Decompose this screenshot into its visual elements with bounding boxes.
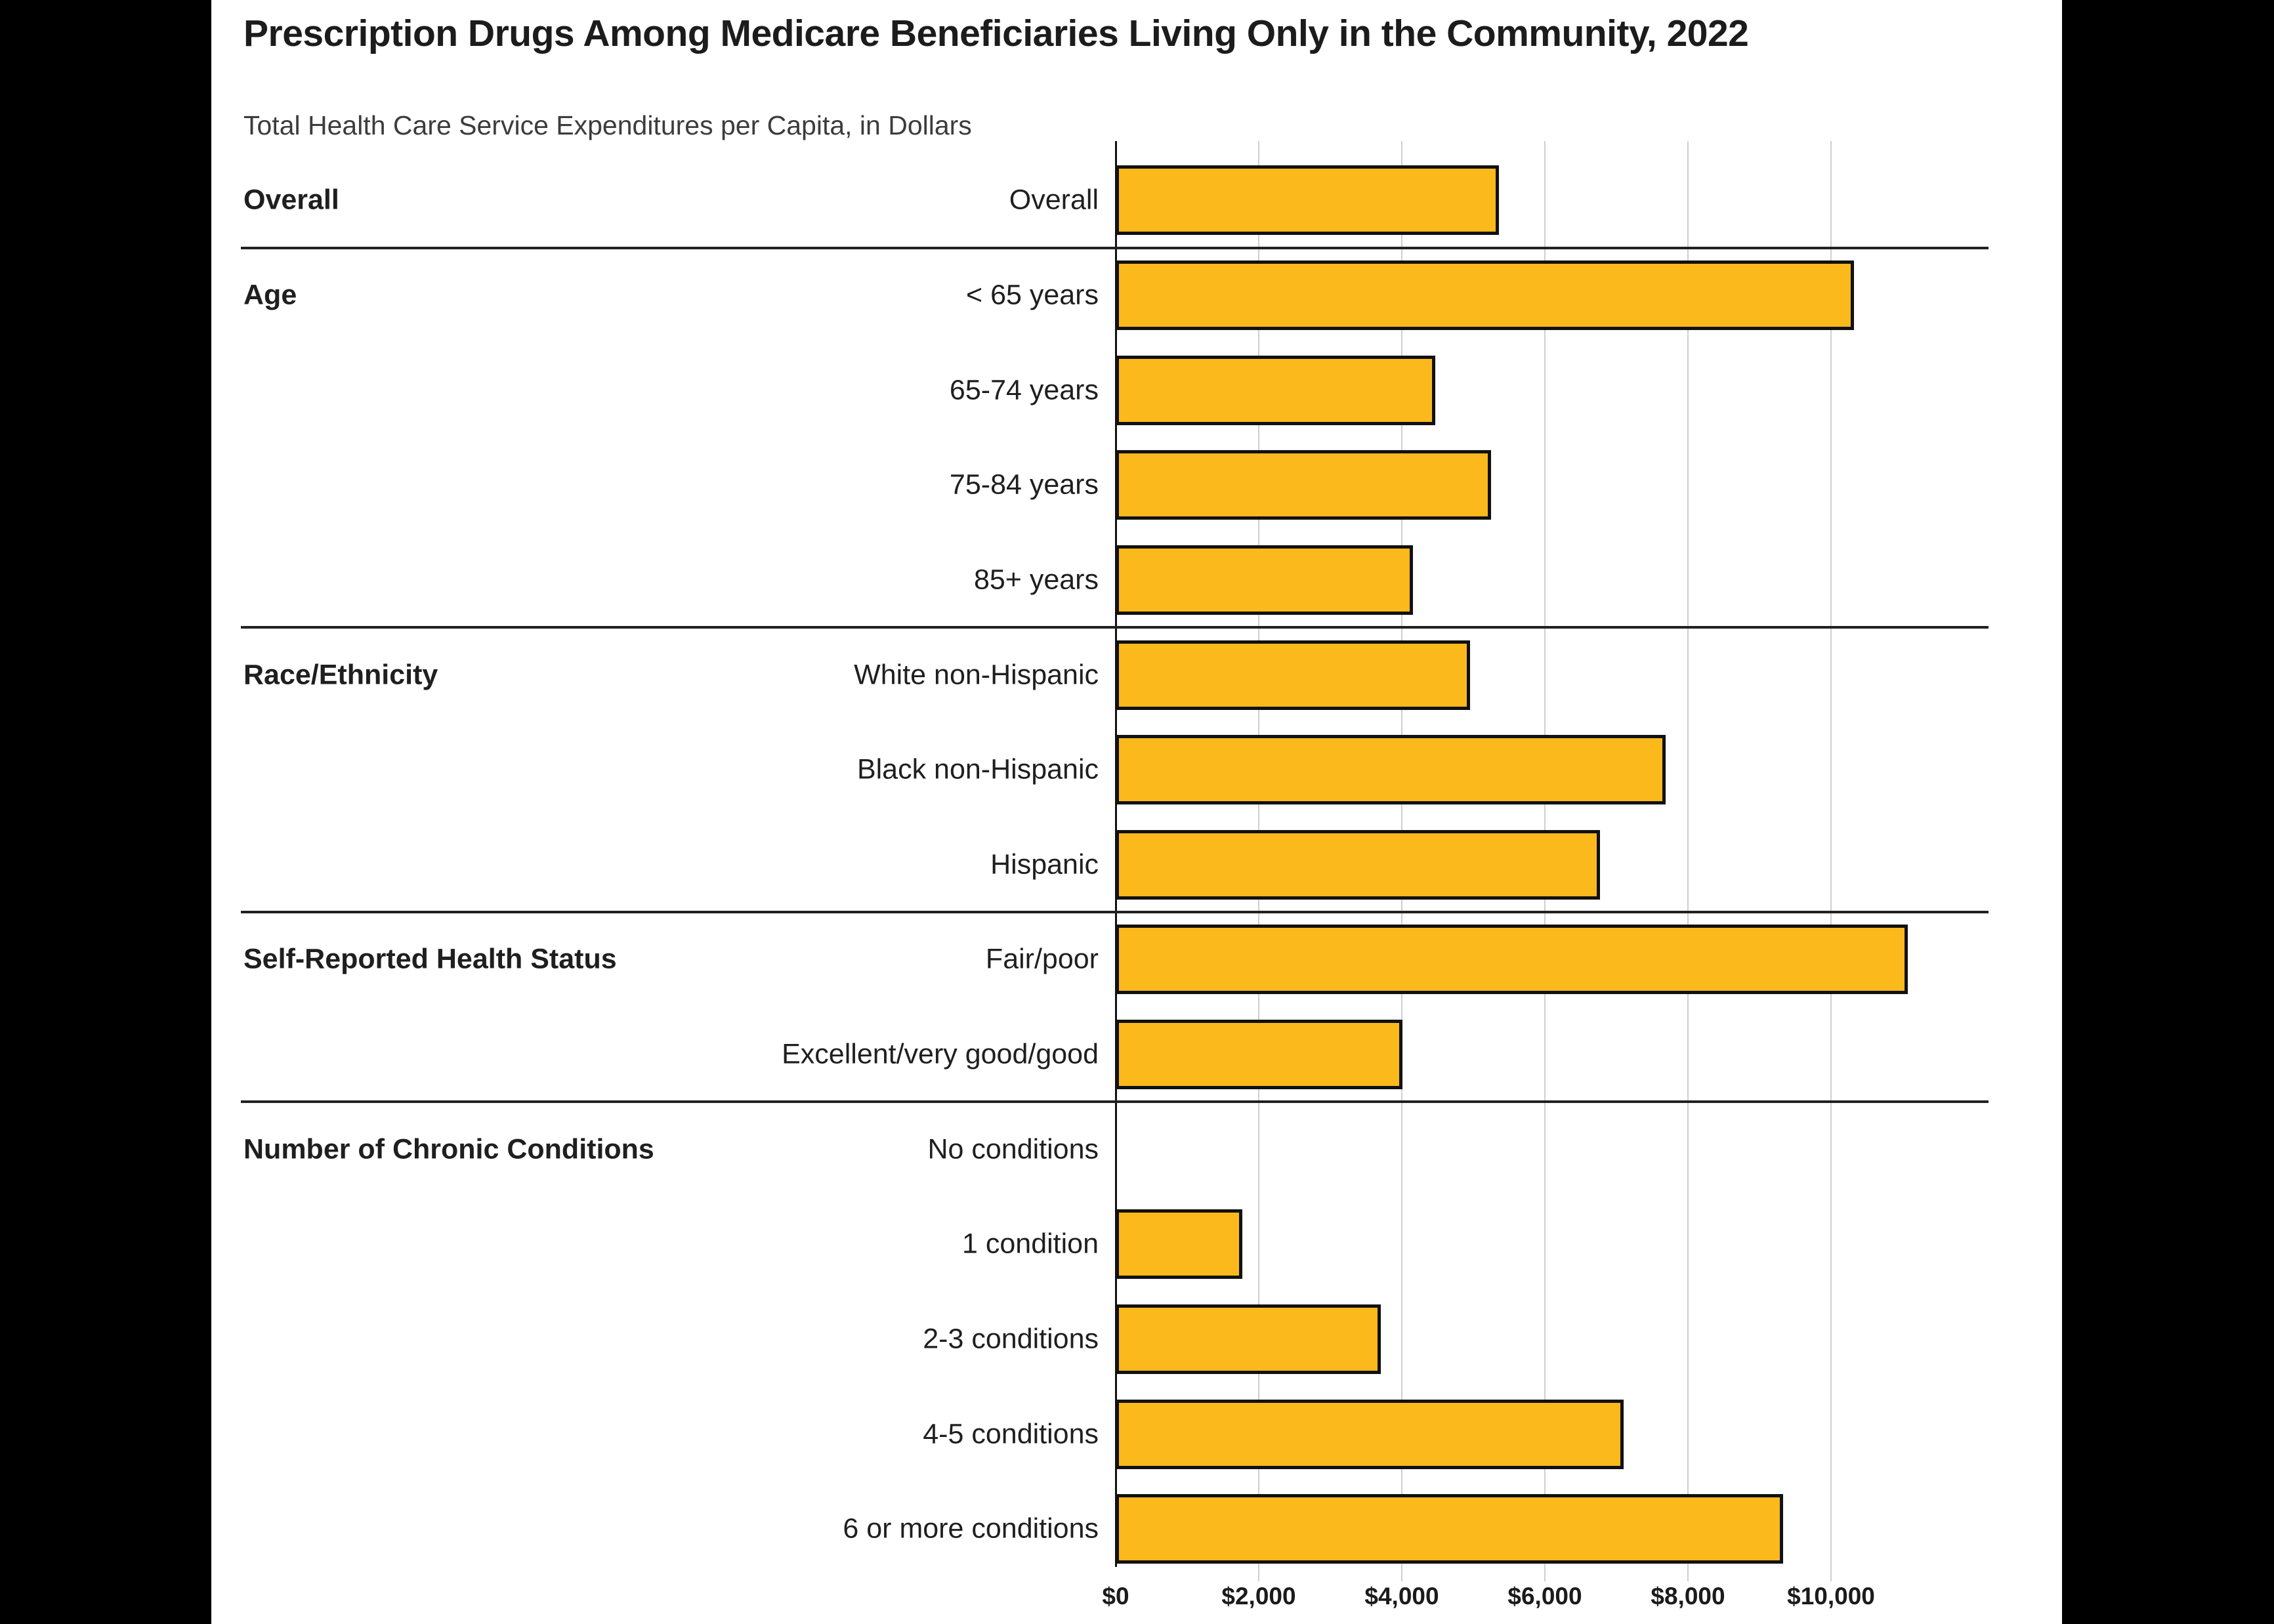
chart-canvas: Prescription Drugs Among Medicare Benefi… <box>211 0 2062 1624</box>
row-label: < 65 years <box>966 279 1099 311</box>
chart-row: Excellent/very good/good <box>211 1007 2062 1102</box>
x-axis-tick-label: $0 <box>1102 1583 1129 1610</box>
x-axis-tick-label: $6,000 <box>1507 1583 1582 1610</box>
gridline <box>1687 141 1689 1581</box>
bar <box>1116 1494 1783 1564</box>
row-label: No conditions <box>927 1133 1099 1165</box>
x-axis-tick-label: $2,000 <box>1221 1583 1296 1610</box>
row-label: Hispanic <box>990 848 1099 881</box>
gridline <box>1830 141 1832 1581</box>
right-letterbox-band <box>2062 0 2274 1624</box>
bar <box>1116 1020 1403 1090</box>
row-label: 85+ years <box>973 564 1099 596</box>
chart-row: Hispanic <box>211 817 2062 912</box>
group-separator <box>241 246 1989 249</box>
group-label: Race/Ethnicity <box>243 659 438 690</box>
page-subtitle: Total Health Care Service Expenditures p… <box>243 110 972 140</box>
chart-row: 4-5 conditions <box>211 1386 2062 1482</box>
bar <box>1116 450 1492 520</box>
row-label: 75-84 years <box>949 468 1099 501</box>
bar <box>1116 355 1436 425</box>
chart-row: 1 condition <box>211 1197 2062 1292</box>
bar <box>1116 1304 1381 1374</box>
chart-row: 6 or more conditions <box>211 1482 2062 1577</box>
row-label: Black non-Hispanic <box>856 753 1099 785</box>
x-axis-tick-label: $8,000 <box>1651 1583 1725 1610</box>
chart-row: Black non-Hispanic <box>211 722 2062 818</box>
bar <box>1116 829 1600 900</box>
bar <box>1116 640 1470 710</box>
bar <box>1116 260 1854 330</box>
bar <box>1116 1399 1624 1469</box>
chart-row: Self-Reported Health Status Fair/poor <box>211 912 2062 1007</box>
group-label: Age <box>243 279 297 311</box>
chart-area: Overall Overall Age < 65 years 65-74 years 75… <box>211 141 2062 1581</box>
group-separator <box>241 626 1989 629</box>
chart-row: 85+ years <box>211 533 2062 628</box>
x-axis-tick-label: $10,000 <box>1787 1583 1875 1610</box>
row-label: Fair/poor <box>985 943 1099 975</box>
group-separator <box>241 1100 1989 1104</box>
group-label: Self-Reported Health Status <box>243 943 617 975</box>
chart-row: Age < 65 years <box>211 248 2062 343</box>
chart-row: 65-74 years <box>211 343 2062 438</box>
bar <box>1116 925 1908 995</box>
row-label: 65-74 years <box>949 374 1099 406</box>
bar <box>1116 735 1666 805</box>
bar <box>1116 1209 1242 1280</box>
row-label: 4-5 conditions <box>923 1418 1099 1450</box>
chart-row: Number of Chronic Conditions No condition… <box>211 1102 2062 1197</box>
row-label: Overall <box>1009 184 1099 216</box>
row-label: 1 condition <box>962 1228 1099 1260</box>
page-title: Prescription Drugs Among Medicare Benefi… <box>243 12 1749 54</box>
bar <box>1116 165 1500 236</box>
row-label: 2-3 conditions <box>923 1323 1099 1355</box>
x-axis: $0 $2,000 $4,000 $6,000 $8,000 $10,000 <box>211 1583 2062 1622</box>
chart-row: Overall Overall <box>211 153 2062 248</box>
row-label: 6 or more conditions <box>843 1512 1099 1545</box>
bar <box>1116 545 1414 615</box>
chart-row: 75-84 years <box>211 438 2062 533</box>
left-letterbox-band <box>0 0 211 1624</box>
group-label: Number of Chronic Conditions <box>243 1133 654 1165</box>
row-label: White non-Hispanic <box>854 659 1099 690</box>
row-label: Excellent/very good/good <box>782 1038 1099 1070</box>
chart-row: Race/Ethnicity White non-Hispanic <box>211 627 2062 722</box>
group-label: Overall <box>243 184 339 216</box>
group-separator <box>241 911 1989 914</box>
x-axis-tick-label: $4,000 <box>1364 1583 1439 1610</box>
chart-row: 2-3 conditions <box>211 1292 2062 1387</box>
